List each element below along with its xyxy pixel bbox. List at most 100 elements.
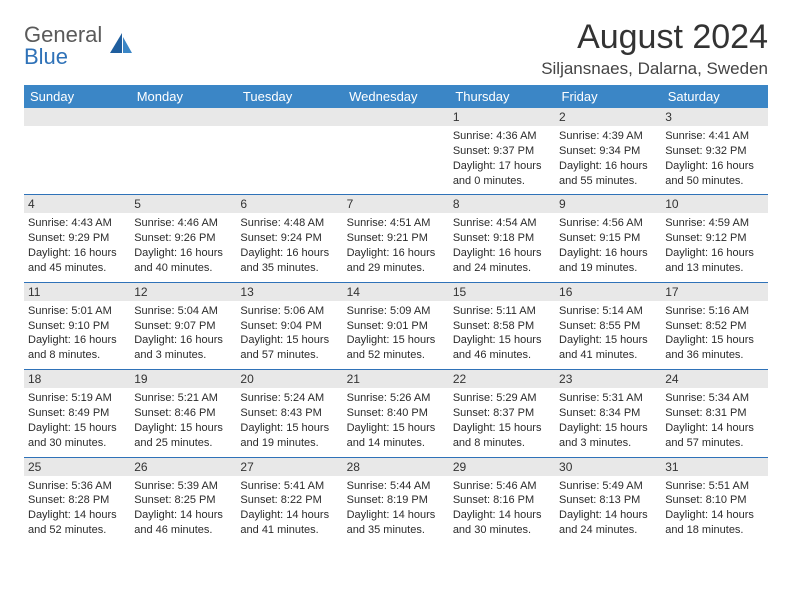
sunset-text: Sunset: 9:01 PM (347, 319, 445, 334)
day-number-row: 45678910 (24, 195, 768, 214)
day-detail-cell: Sunrise: 5:44 AMSunset: 8:19 PMDaylight:… (343, 476, 449, 544)
sunrise-text: Sunrise: 5:51 AM (665, 479, 763, 494)
sunrise-text: Sunrise: 5:19 AM (28, 391, 126, 406)
weekday-header: Thursday (449, 85, 555, 108)
sunrise-text: Sunrise: 4:59 AM (665, 216, 763, 231)
day-detail-cell: Sunrise: 5:46 AMSunset: 8:16 PMDaylight:… (449, 476, 555, 544)
day-number-cell: 22 (449, 370, 555, 389)
day-detail-cell: Sunrise: 5:51 AMSunset: 8:10 PMDaylight:… (661, 476, 767, 544)
sunset-text: Sunset: 8:22 PM (240, 493, 338, 508)
day-detail-row: Sunrise: 4:36 AMSunset: 9:37 PMDaylight:… (24, 126, 768, 195)
day-detail-cell: Sunrise: 5:06 AMSunset: 9:04 PMDaylight:… (236, 301, 342, 370)
day-number-cell: 16 (555, 282, 661, 301)
sunrise-text: Sunrise: 5:44 AM (347, 479, 445, 494)
sunset-text: Sunset: 9:10 PM (28, 319, 126, 334)
sunset-text: Sunset: 9:04 PM (240, 319, 338, 334)
day-number-cell: 3 (661, 108, 767, 126)
daylight-text: Daylight: 15 hours and 46 minutes. (453, 333, 551, 363)
sunset-text: Sunset: 8:58 PM (453, 319, 551, 334)
month-title: August 2024 (541, 18, 768, 57)
sunrise-text: Sunrise: 5:11 AM (453, 304, 551, 319)
day-number-cell: 19 (130, 370, 236, 389)
sunrise-text: Sunrise: 5:39 AM (134, 479, 232, 494)
day-number-cell (24, 108, 130, 126)
daylight-text: Daylight: 14 hours and 24 minutes. (559, 508, 657, 538)
day-detail-cell: Sunrise: 5:09 AMSunset: 9:01 PMDaylight:… (343, 301, 449, 370)
day-detail-cell: Sunrise: 5:29 AMSunset: 8:37 PMDaylight:… (449, 388, 555, 457)
sunset-text: Sunset: 8:25 PM (134, 493, 232, 508)
sunrise-text: Sunrise: 5:31 AM (559, 391, 657, 406)
page-header: General Blue August 2024 Siljansnaes, Da… (24, 18, 768, 79)
sunset-text: Sunset: 8:40 PM (347, 406, 445, 421)
logo-blue: Blue (24, 44, 68, 69)
day-detail-cell: Sunrise: 4:51 AMSunset: 9:21 PMDaylight:… (343, 213, 449, 282)
sunrise-text: Sunrise: 4:48 AM (240, 216, 338, 231)
daylight-text: Daylight: 15 hours and 19 minutes. (240, 421, 338, 451)
day-number-cell: 14 (343, 282, 449, 301)
day-detail-cell: Sunrise: 4:46 AMSunset: 9:26 PMDaylight:… (130, 213, 236, 282)
location-text: Siljansnaes, Dalarna, Sweden (541, 59, 768, 79)
sunrise-text: Sunrise: 5:09 AM (347, 304, 445, 319)
day-detail-row: Sunrise: 5:36 AMSunset: 8:28 PMDaylight:… (24, 476, 768, 544)
sunrise-text: Sunrise: 4:51 AM (347, 216, 445, 231)
day-detail-cell: Sunrise: 5:31 AMSunset: 8:34 PMDaylight:… (555, 388, 661, 457)
sunset-text: Sunset: 8:34 PM (559, 406, 657, 421)
day-number-row: 11121314151617 (24, 282, 768, 301)
day-detail-cell: Sunrise: 5:41 AMSunset: 8:22 PMDaylight:… (236, 476, 342, 544)
day-number-cell: 21 (343, 370, 449, 389)
daylight-text: Daylight: 15 hours and 14 minutes. (347, 421, 445, 451)
logo: General Blue (24, 18, 134, 68)
day-number-cell: 17 (661, 282, 767, 301)
sunset-text: Sunset: 8:28 PM (28, 493, 126, 508)
sunset-text: Sunset: 9:07 PM (134, 319, 232, 334)
day-detail-cell: Sunrise: 4:48 AMSunset: 9:24 PMDaylight:… (236, 213, 342, 282)
sunset-text: Sunset: 9:26 PM (134, 231, 232, 246)
day-number-cell: 1 (449, 108, 555, 126)
day-detail-cell (24, 126, 130, 195)
day-detail-row: Sunrise: 5:01 AMSunset: 9:10 PMDaylight:… (24, 301, 768, 370)
daylight-text: Daylight: 14 hours and 57 minutes. (665, 421, 763, 451)
logo-sail-icon (106, 31, 134, 59)
day-number-cell: 6 (236, 195, 342, 214)
calendar-body: 123Sunrise: 4:36 AMSunset: 9:37 PMDaylig… (24, 108, 768, 544)
logo-text: General Blue (24, 24, 102, 68)
sunset-text: Sunset: 9:12 PM (665, 231, 763, 246)
daylight-text: Daylight: 15 hours and 3 minutes. (559, 421, 657, 451)
daylight-text: Daylight: 14 hours and 35 minutes. (347, 508, 445, 538)
weekday-header: Sunday (24, 85, 130, 108)
daylight-text: Daylight: 14 hours and 30 minutes. (453, 508, 551, 538)
sunset-text: Sunset: 9:37 PM (453, 144, 551, 159)
weekday-header: Friday (555, 85, 661, 108)
sunrise-text: Sunrise: 5:21 AM (134, 391, 232, 406)
day-number-row: 18192021222324 (24, 370, 768, 389)
daylight-text: Daylight: 16 hours and 29 minutes. (347, 246, 445, 276)
day-number-cell: 29 (449, 457, 555, 476)
weekday-header: Wednesday (343, 85, 449, 108)
sunrise-text: Sunrise: 5:34 AM (665, 391, 763, 406)
sunset-text: Sunset: 8:43 PM (240, 406, 338, 421)
day-detail-cell (343, 126, 449, 195)
day-detail-cell: Sunrise: 5:19 AMSunset: 8:49 PMDaylight:… (24, 388, 130, 457)
day-detail-cell: Sunrise: 5:26 AMSunset: 8:40 PMDaylight:… (343, 388, 449, 457)
day-detail-cell: Sunrise: 5:01 AMSunset: 9:10 PMDaylight:… (24, 301, 130, 370)
sunset-text: Sunset: 9:21 PM (347, 231, 445, 246)
sunset-text: Sunset: 8:31 PM (665, 406, 763, 421)
sunset-text: Sunset: 8:37 PM (453, 406, 551, 421)
day-detail-cell: Sunrise: 4:54 AMSunset: 9:18 PMDaylight:… (449, 213, 555, 282)
sunset-text: Sunset: 8:13 PM (559, 493, 657, 508)
daylight-text: Daylight: 16 hours and 55 minutes. (559, 159, 657, 189)
sunrise-text: Sunrise: 5:41 AM (240, 479, 338, 494)
day-number-cell: 15 (449, 282, 555, 301)
day-detail-cell: Sunrise: 4:56 AMSunset: 9:15 PMDaylight:… (555, 213, 661, 282)
sunrise-text: Sunrise: 5:16 AM (665, 304, 763, 319)
day-detail-cell: Sunrise: 4:36 AMSunset: 9:37 PMDaylight:… (449, 126, 555, 195)
day-number-cell: 7 (343, 195, 449, 214)
day-detail-cell: Sunrise: 5:39 AMSunset: 8:25 PMDaylight:… (130, 476, 236, 544)
sunset-text: Sunset: 9:32 PM (665, 144, 763, 159)
sunset-text: Sunset: 9:24 PM (240, 231, 338, 246)
sunrise-text: Sunrise: 4:41 AM (665, 129, 763, 144)
sunset-text: Sunset: 8:55 PM (559, 319, 657, 334)
sunrise-text: Sunrise: 5:49 AM (559, 479, 657, 494)
day-detail-cell (130, 126, 236, 195)
day-number-cell: 10 (661, 195, 767, 214)
